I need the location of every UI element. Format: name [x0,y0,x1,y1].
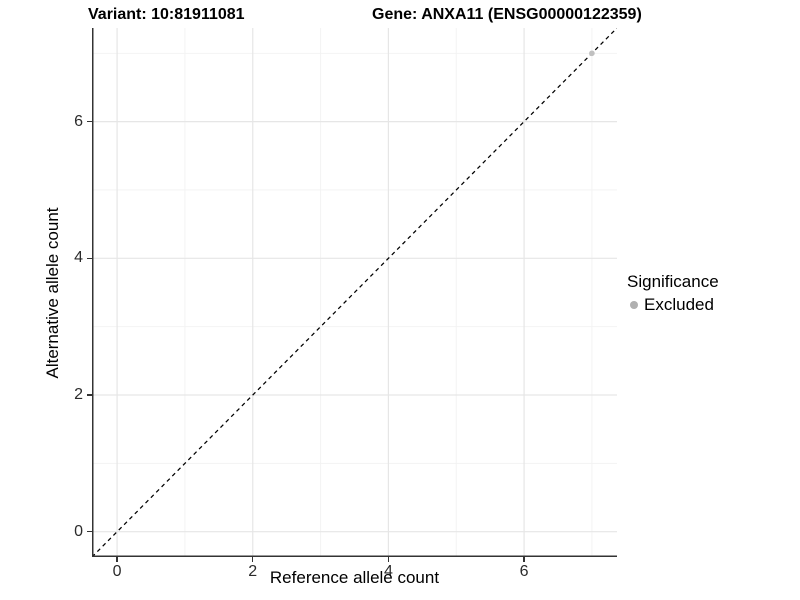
y-tick-mark [87,257,92,259]
y-tick-mark [87,394,92,396]
y-tick-label: 6 [74,112,83,130]
x-tick-mark [523,557,525,562]
variant-title: Variant: 10:81911081 [88,6,245,23]
x-tick-label: 0 [112,563,122,580]
x-axis-ticks: 0 2 4 6 [92,557,617,585]
y-axis-ticks: 0 2 4 6 [58,28,92,557]
x-tick-mark [116,557,118,562]
legend-title: Significance [627,272,719,291]
plot-area-svg [92,28,617,557]
x-tick-label: 4 [383,563,393,580]
legend-item-excluded: Excluded [627,295,719,315]
identity-dashed-line [92,28,617,557]
x-axis-title: Reference allele count [269,568,440,587]
y-tick-label: 0 [74,522,83,540]
legend: Significance Excluded [627,272,719,315]
y-tick-mark [87,531,92,533]
excluded-point-icon [630,301,638,309]
x-tick-label: 6 [519,563,529,580]
y-tick-label: 2 [74,386,83,404]
plot-panel [92,28,617,557]
y-tick-label: 4 [74,249,83,267]
y-axis-title: Alternative allele count [43,207,62,379]
x-tick-label: 2 [248,563,258,580]
x-tick-mark [387,557,390,562]
x-tick-mark [252,557,254,562]
data-point-excluded [589,50,595,57]
y-tick-mark [87,120,92,123]
legend-item-label: Excluded [644,295,714,314]
gene-title: Gene: ANXA11 (ENSG00000122359) [372,6,642,23]
